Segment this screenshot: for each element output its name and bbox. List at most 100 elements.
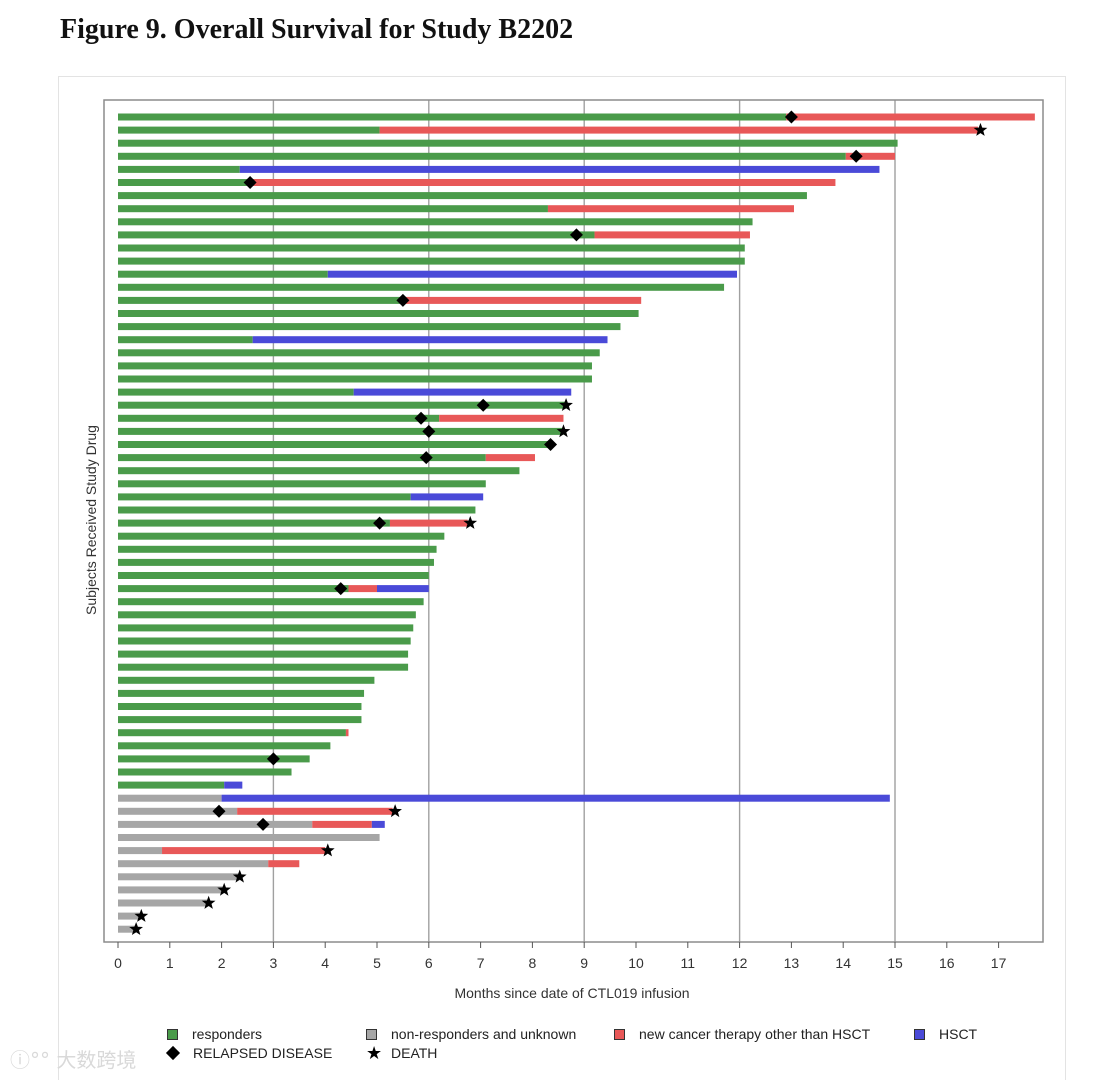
bar-segment-hsct xyxy=(239,165,880,173)
bar-segment-responders xyxy=(118,388,354,396)
bar-segment-newtherapy xyxy=(547,205,794,213)
x-axis-label: Months since date of CTL019 infusion xyxy=(454,985,689,1001)
bar-segment-nonresponders xyxy=(118,794,222,802)
bar-segment-responders xyxy=(118,205,548,213)
bar-segment-responders xyxy=(118,637,411,645)
bar-segment-hsct xyxy=(327,270,738,278)
bar-segment-responders xyxy=(118,375,592,383)
bar-segment-responders xyxy=(118,493,411,501)
relapse-marker xyxy=(373,516,387,530)
bar-segment-newtherapy xyxy=(594,231,750,239)
bar-segment-responders xyxy=(118,270,328,278)
bar-segment-responders xyxy=(118,244,745,252)
x-axis: 0 1 2 3 4 5 6 7 8 9 10 11 12 13 14 15 16 17 xyxy=(114,942,1007,971)
bar-segment-responders xyxy=(118,545,437,553)
bar-segment-newtherapy xyxy=(439,414,564,422)
bar-segment-responders xyxy=(118,558,434,566)
x-tick-label: 10 xyxy=(628,955,644,971)
bar-segment-responders xyxy=(118,113,787,121)
bar-segment-newtherapy xyxy=(162,847,326,855)
x-tick-label: 11 xyxy=(681,955,696,971)
x-tick-label: 4 xyxy=(321,955,329,971)
bar-segment-newtherapy xyxy=(312,820,372,828)
bar-segment-responders xyxy=(118,231,595,239)
bar-segment-hsct xyxy=(371,820,385,828)
bar-segment-nonresponders xyxy=(118,847,163,855)
death-marker xyxy=(201,895,216,909)
relapse-marker xyxy=(849,149,863,163)
x-tick-label: 8 xyxy=(529,955,537,971)
death-marker xyxy=(559,398,573,412)
relapse-marker xyxy=(422,424,436,438)
bar-segment-newtherapy xyxy=(348,585,377,593)
death-marker xyxy=(556,424,571,438)
death-marker xyxy=(973,122,988,136)
bar-segment-newtherapy xyxy=(402,296,642,304)
bar-segment-responders xyxy=(118,427,564,435)
bar-segment-responders xyxy=(118,650,409,658)
bar-segment-responders xyxy=(118,703,362,710)
bar-segment-newtherapy xyxy=(389,519,468,527)
death-marker xyxy=(463,515,478,529)
bar-segment-newtherapy xyxy=(237,807,393,815)
bar-segment-responders xyxy=(118,218,753,226)
x-tick-label: 3 xyxy=(270,955,278,971)
bar-segment-responders xyxy=(118,572,429,579)
bar-segment-hsct xyxy=(410,493,484,501)
relapse-marker xyxy=(256,817,270,831)
bar-segment-responders xyxy=(118,676,375,684)
x-tick-label: 0 xyxy=(114,955,122,971)
death-marker xyxy=(129,922,143,936)
bar-segment-responders xyxy=(118,532,445,540)
bar-segment-responders xyxy=(118,139,898,147)
bar-segment-responders xyxy=(118,755,310,763)
relapse-marker xyxy=(334,582,348,596)
bar-segment-responders xyxy=(118,310,639,317)
bar-segment-responders xyxy=(118,336,253,344)
bar-segment-responders xyxy=(118,283,725,291)
relapse-marker xyxy=(569,228,583,242)
bar-segment-nonresponders xyxy=(118,873,240,881)
bar-segment-responders xyxy=(118,257,745,265)
bar-segment-nonresponders xyxy=(118,912,142,920)
bar-segment-nonresponders xyxy=(118,886,225,894)
bar-segment-responders xyxy=(118,192,807,200)
bar-segment-responders xyxy=(118,598,424,606)
bar-segment-hsct xyxy=(221,794,890,802)
death-marker xyxy=(320,843,335,857)
relapse-marker xyxy=(544,438,558,451)
bar-segment-responders xyxy=(118,611,416,619)
bar-segment-responders xyxy=(118,729,346,737)
death-marker xyxy=(217,882,232,896)
bar-segment-newtherapy xyxy=(845,152,895,160)
bar-segment-newtherapy xyxy=(485,454,535,462)
plot-area xyxy=(103,99,1044,943)
relapse-marker xyxy=(414,411,428,425)
bar-segment-responders xyxy=(118,624,414,632)
figure-frame xyxy=(58,76,1066,1080)
x-tick-label: 14 xyxy=(835,955,851,971)
bar-segment-responders xyxy=(118,179,251,186)
bar-segment-responders xyxy=(118,165,240,173)
bar-segment-responders xyxy=(118,781,225,789)
bar-segment-responders xyxy=(118,454,486,462)
x-tick-label: 6 xyxy=(425,955,433,971)
bar-segment-responders xyxy=(118,401,567,409)
bar-segment-nonresponders xyxy=(118,899,209,907)
event-markers xyxy=(129,110,988,936)
bar-segment-responders xyxy=(118,152,846,160)
bar-segment-hsct xyxy=(353,388,572,396)
bar-segment-responders xyxy=(118,689,365,697)
watermark-logo: ⓘ°° 大数跨境 xyxy=(10,1048,137,1072)
bar-segment-responders xyxy=(118,441,551,448)
x-tick-label: 12 xyxy=(732,955,748,971)
bar-segment-responders xyxy=(118,480,486,488)
bar-segment-newtherapy xyxy=(786,113,1035,121)
x-tick-label: 1 xyxy=(166,955,174,971)
relapse-marker xyxy=(212,804,226,818)
bar-segment-responders xyxy=(118,716,362,724)
bar-segment-hsct xyxy=(252,336,608,344)
x-tick-label: 9 xyxy=(580,955,588,971)
relapse-marker xyxy=(266,752,280,766)
x-tick-label: 2 xyxy=(218,955,226,971)
